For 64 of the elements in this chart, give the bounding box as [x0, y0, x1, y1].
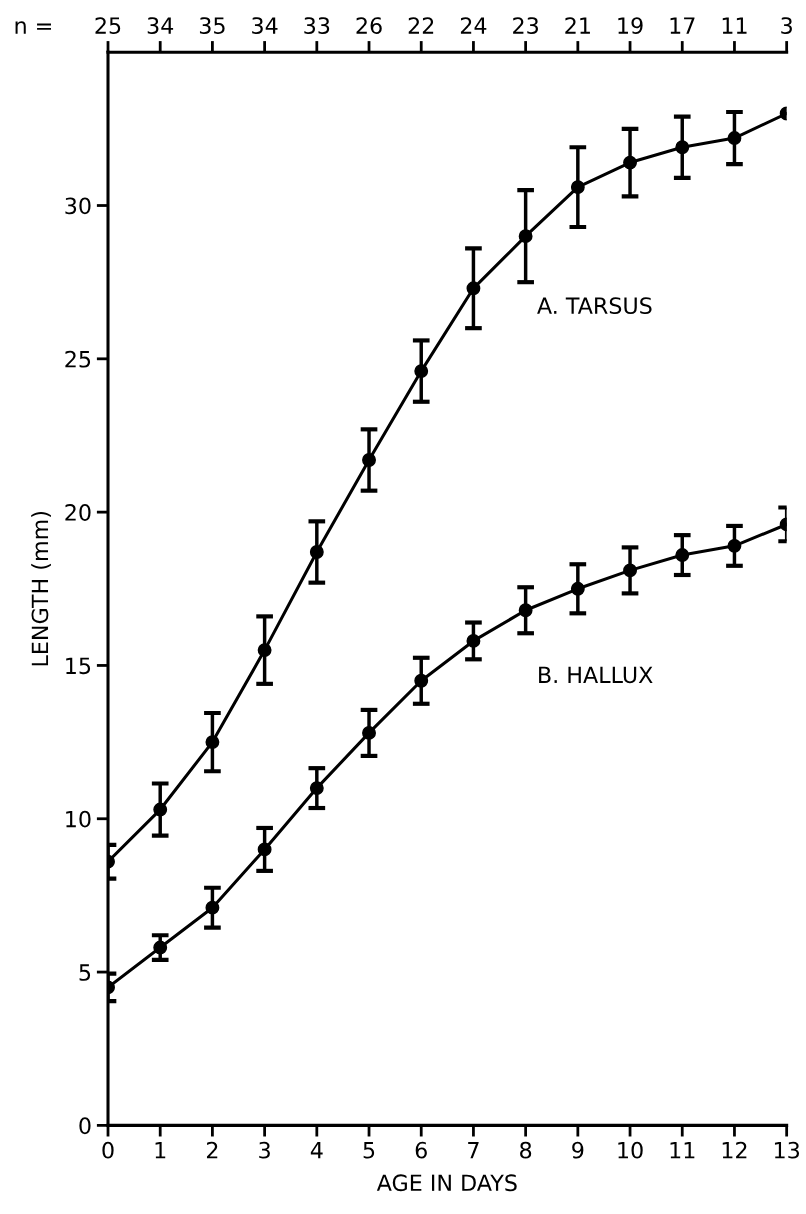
x-tick-label: 8 — [520, 1141, 532, 1159]
y-tick-label: 25 — [65, 350, 91, 368]
point — [257, 643, 272, 658]
point — [205, 900, 220, 915]
y-tick-label: 0 — [79, 1117, 91, 1135]
y-tick-label: 15 — [66, 657, 91, 675]
text: 19 — [618, 17, 643, 35]
x-tick-label: 11 — [670, 1142, 695, 1159]
x-tick-label: 0 — [102, 1141, 114, 1159]
y-tick-label: 20 — [65, 504, 91, 521]
point — [675, 548, 690, 563]
point — [362, 453, 376, 467]
text: 3 — [781, 17, 792, 35]
x-tick-label: 2 — [206, 1141, 218, 1159]
point — [309, 781, 324, 796]
y-tick-label: 10 — [66, 810, 91, 828]
text: B. HALLUX — [539, 666, 653, 684]
text: 25 — [95, 17, 121, 35]
x-tick-label: 4 — [310, 1142, 323, 1159]
x-tick-label: 3 — [259, 1141, 270, 1159]
point — [570, 180, 585, 195]
x-tick-label: 9 — [572, 1141, 584, 1159]
y-tick-label: 30 — [65, 197, 91, 215]
x-tick-label: 13 — [774, 1141, 800, 1159]
point — [362, 725, 376, 740]
text: 26 — [356, 17, 382, 35]
point — [675, 140, 690, 155]
x-tick-label: 1 — [155, 1142, 166, 1159]
text: 23 — [513, 17, 538, 35]
point — [414, 364, 429, 379]
y-tick-label: 5 — [79, 964, 91, 981]
x-tick-label: 10 — [618, 1141, 643, 1159]
point — [623, 563, 637, 578]
text: 34 — [147, 17, 174, 35]
text: 17 — [670, 17, 695, 34]
point — [518, 603, 533, 618]
point — [309, 545, 324, 559]
point — [153, 940, 168, 955]
point — [570, 581, 585, 596]
text: 22 — [408, 17, 434, 34]
point — [727, 538, 742, 553]
point — [153, 802, 168, 817]
point — [414, 673, 429, 688]
x-tick-label: 7 — [468, 1142, 479, 1159]
point — [205, 735, 220, 750]
x-axis-title: AGE IN DAYS — [376, 1174, 517, 1192]
x-tick-label: 6 — [415, 1141, 427, 1159]
text: 33 — [304, 17, 330, 35]
point — [727, 131, 742, 146]
x-tick-label: 5 — [363, 1142, 375, 1159]
point — [466, 281, 481, 296]
x-tick-label: 12 — [722, 1141, 747, 1159]
text: A. TARSUS — [537, 297, 652, 315]
text: 21 — [565, 17, 590, 34]
text: 35 — [199, 17, 225, 35]
y-axis-title: LENGTH (mm) — [31, 511, 51, 666]
text: 24 — [460, 17, 487, 34]
text: 11 — [722, 17, 747, 34]
point — [518, 229, 533, 244]
point — [466, 633, 481, 648]
text: n = — [15, 21, 51, 34]
text: 34 — [252, 17, 278, 35]
point — [257, 842, 272, 857]
point — [623, 155, 637, 170]
